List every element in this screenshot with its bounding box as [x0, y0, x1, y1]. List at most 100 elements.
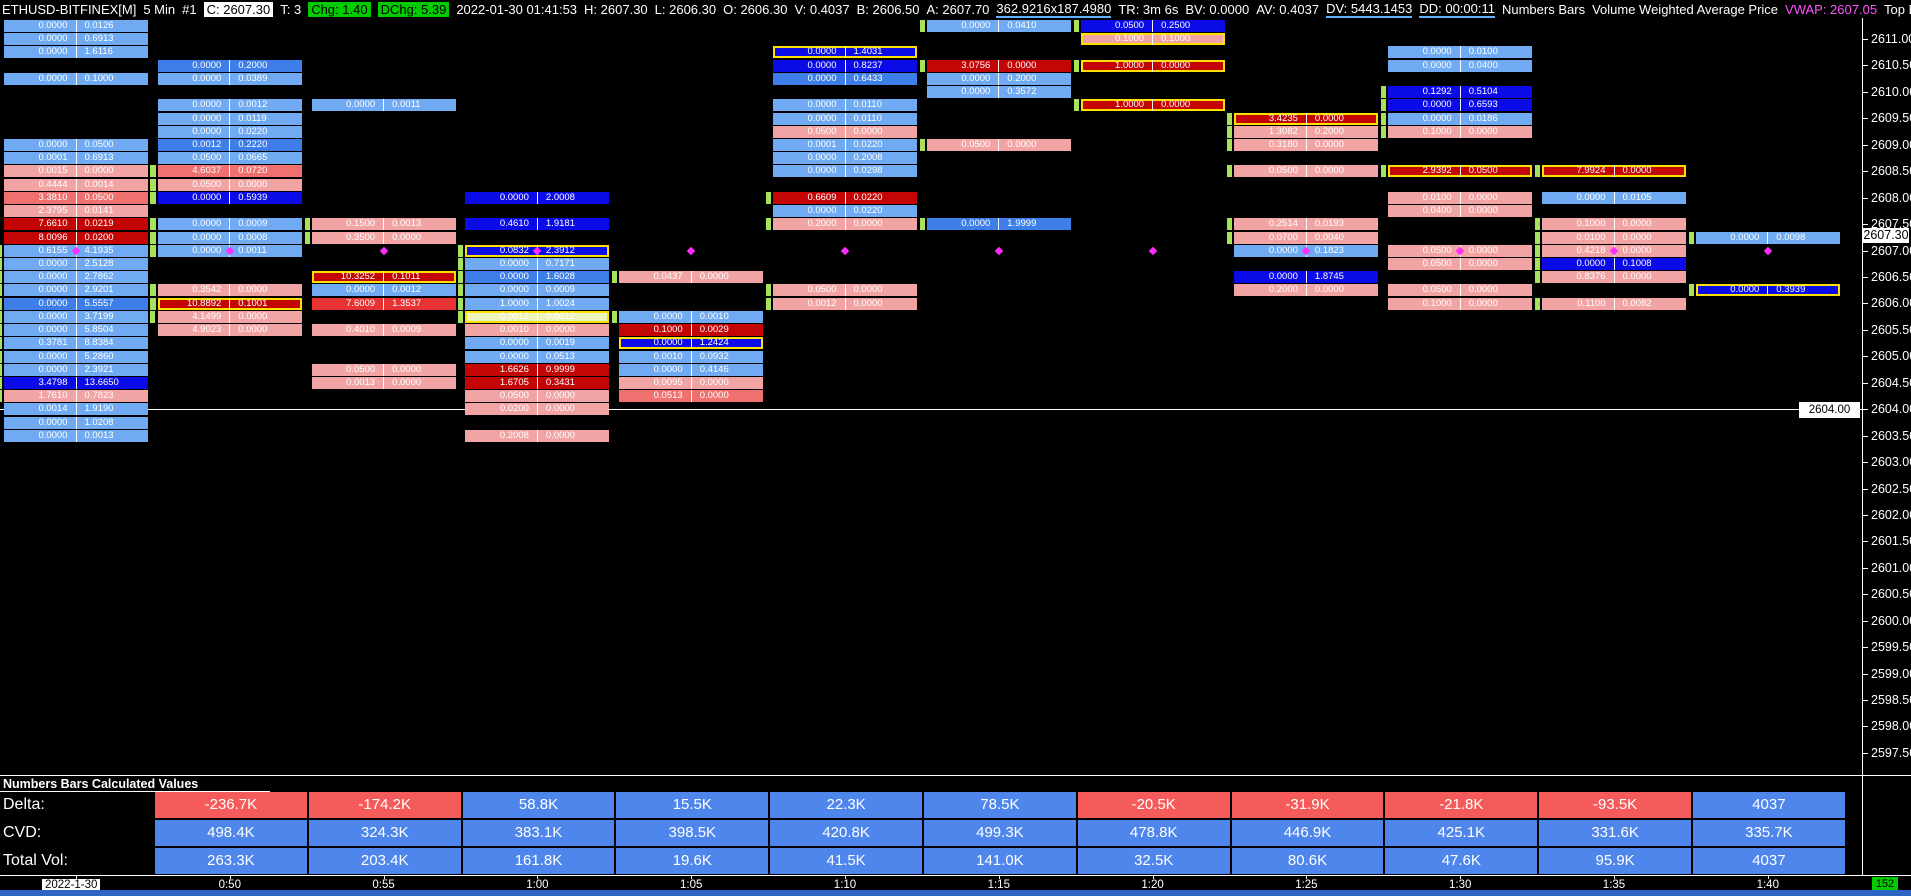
bid-volume: 0.0000 — [1576, 191, 1606, 203]
bid-volume: 0.0100 — [1576, 231, 1606, 243]
ask-volume: 0.0000 — [1622, 244, 1652, 256]
bid-volume: 0.0000 — [38, 297, 68, 309]
cell-divider — [229, 310, 231, 323]
header-field: L: 2606.30 — [654, 1, 717, 17]
time-tick — [1614, 875, 1615, 879]
footprint-cell: 0.0000 0.2000 — [926, 72, 1071, 85]
bid-volume: 0.0000 — [192, 244, 222, 256]
imbalance-mark — [150, 244, 156, 257]
bid-volume: 0.0000 — [653, 337, 683, 349]
header-field: TR: 3m 6s — [1118, 1, 1179, 17]
footprint-cell: 0.4444 0.0014 — [4, 178, 148, 191]
header-field: 5 Min — [143, 1, 176, 17]
cell-divider — [1305, 139, 1307, 151]
footprint-cell: 0.1000 0.0029 — [619, 324, 764, 337]
ask-volume: 1.0024 — [545, 297, 575, 309]
header-field: O: 2606.30 — [723, 1, 788, 17]
ask-volume: 0.0082 — [1622, 297, 1652, 309]
cell-divider — [844, 191, 846, 204]
footprint-cell: 0.0000 1.4031 — [773, 46, 917, 59]
ask-volume: 0.0000 — [84, 165, 114, 177]
cell-divider — [1613, 218, 1615, 231]
bid-volume: 0.1500 — [346, 218, 376, 230]
ask-volume: 0.0000 — [853, 297, 883, 309]
bid-volume: 0.0000 — [192, 112, 222, 124]
price-tick-label: 2601.50 — [1871, 534, 1911, 549]
bid-volume: 0.0001 — [807, 139, 837, 150]
cell-divider — [844, 218, 846, 231]
table-cell: 15.5K — [616, 792, 769, 818]
bottom-strip — [0, 890, 1911, 896]
footprint-cell: 0.0500 0.0665 — [157, 152, 302, 165]
price-tick — [1862, 462, 1868, 463]
ask-volume: 0.6913 — [84, 152, 114, 164]
ask-volume: 0.0000 — [1622, 231, 1652, 243]
header-field: T: 3 — [280, 1, 302, 17]
cell-divider — [75, 205, 77, 218]
imbalance-mark — [458, 310, 464, 323]
cell-divider — [229, 139, 231, 151]
bid-volume: 7.9924 — [1576, 165, 1606, 177]
bid-volume: 0.0000 — [961, 86, 991, 98]
footprint-cell: 0.0437 0.0000 — [619, 271, 764, 284]
bid-volume: 1.3082 — [1268, 125, 1298, 137]
imbalance-mark — [150, 284, 156, 297]
table-cell: 4037 — [1693, 848, 1845, 874]
time-label: 1:20 — [1141, 879, 1164, 891]
imbalance-mark — [150, 165, 156, 178]
cell-divider — [1767, 231, 1769, 244]
footprint-cell: 10.8892 0.1001 — [157, 297, 302, 310]
cell-divider — [229, 324, 231, 337]
footprint-cell: 0.0500 0.0000 — [465, 390, 610, 403]
footprint-cell: 0.0000 0.0100 — [1388, 46, 1533, 59]
header-field: B: 2606.50 — [856, 1, 920, 17]
cell-divider — [690, 363, 692, 376]
bid-volume: 0.0000 — [346, 284, 376, 296]
footprint-cell: 0.1100 0.0082 — [1542, 297, 1686, 310]
footprint-cell: 7.6610 0.0219 — [4, 218, 148, 231]
footprint-cell: 8.0096 0.0200 — [4, 231, 148, 244]
ask-volume: 0.1001 — [238, 297, 268, 309]
footprint-cell: 0.0000 2.5128 — [4, 258, 148, 270]
header-field: #1 — [182, 1, 197, 17]
imbalance-mark — [0, 297, 2, 310]
ask-volume: 0.0220 — [853, 205, 883, 217]
bid-volume: 0.0000 — [1576, 258, 1606, 269]
cell-divider — [844, 152, 846, 165]
imbalance-mark — [1688, 284, 1694, 297]
ask-volume: 0.0000 — [545, 390, 575, 402]
bid-volume: 0.0015 — [38, 165, 68, 177]
imbalance-mark — [766, 191, 771, 204]
bid-volume: 0.0000 — [807, 205, 837, 217]
price-tick — [1862, 726, 1868, 728]
bid-volume: 0.3542 — [192, 284, 222, 296]
bid-volume: 0.8376 — [1576, 271, 1606, 283]
ask-volume: 0.0000 — [545, 324, 575, 336]
imbalance-mark — [0, 258, 2, 270]
cell-divider — [690, 271, 692, 284]
bid-volume: 0.4218 — [1576, 244, 1606, 256]
price-tick — [1862, 673, 1868, 675]
ask-volume: 0.0119 — [238, 112, 267, 124]
footprint-cell: 0.0000 0.0012 — [311, 284, 456, 297]
bid-volume: 3.4235 — [1268, 112, 1298, 124]
cell-divider — [229, 231, 231, 244]
cell-divider — [75, 350, 77, 363]
table-cell: 19.6K — [616, 848, 769, 874]
imbalance-mark — [1381, 165, 1387, 178]
ask-volume: 0.3939 — [1776, 284, 1806, 296]
cell-divider — [1613, 258, 1615, 270]
cell-divider — [536, 429, 538, 442]
cell-divider — [536, 310, 538, 323]
ask-volume: 1.6028 — [545, 271, 575, 283]
bid-volume: 0.0000 — [1730, 284, 1760, 296]
footprint-cell: 4.9023 0.0000 — [157, 324, 302, 337]
header-field: DD: 00:00:11 — [1419, 0, 1495, 18]
bid-volume: 0.0500 — [192, 178, 222, 190]
imbalance-mark — [1535, 231, 1540, 244]
bid-volume: 0.3180 — [1268, 139, 1298, 150]
ask-volume: 0.0000 — [699, 390, 729, 402]
bid-volume: 0.0000 — [1268, 244, 1298, 256]
footprint-cell: 0.1000 0.1000 — [1080, 33, 1225, 46]
footprint-cell: 0.0000 0.0119 — [157, 112, 302, 125]
